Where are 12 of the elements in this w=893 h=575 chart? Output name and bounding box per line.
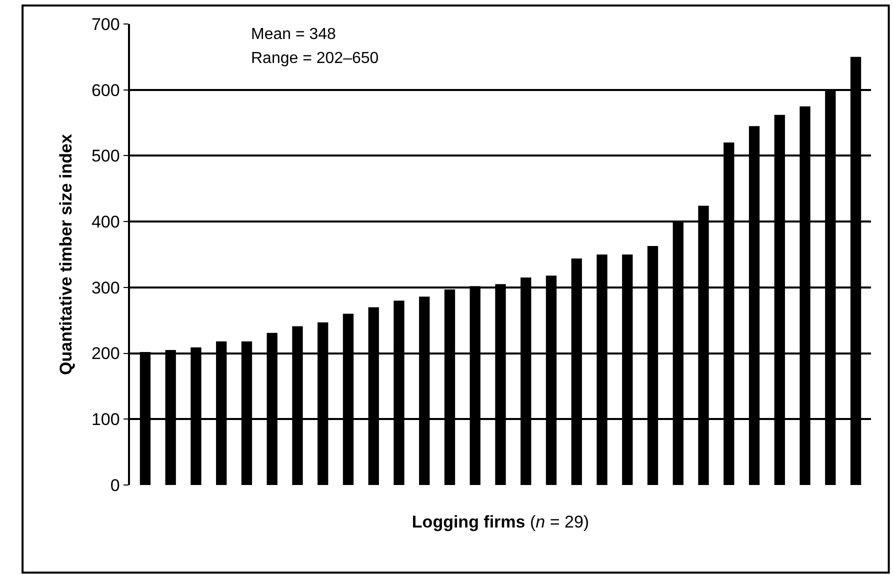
x-axis-title: Logging firms (n = 29) <box>412 512 590 532</box>
y-tick-label: 700 <box>91 14 120 34</box>
y-axis-title: Quantitative timber size index <box>56 134 76 375</box>
y-tick-label: 100 <box>91 410 120 430</box>
y-tick-label: 400 <box>91 212 120 232</box>
y-tick-label: 500 <box>91 146 120 166</box>
y-tick-label: 200 <box>91 344 120 364</box>
annotation: Range = 202–650 <box>251 50 379 67</box>
y-tick-label: 600 <box>91 80 120 100</box>
annotation: Mean = 348 <box>251 26 336 43</box>
y-tick-label: 300 <box>91 278 120 298</box>
y-tick-label: 0 <box>110 476 120 495</box>
